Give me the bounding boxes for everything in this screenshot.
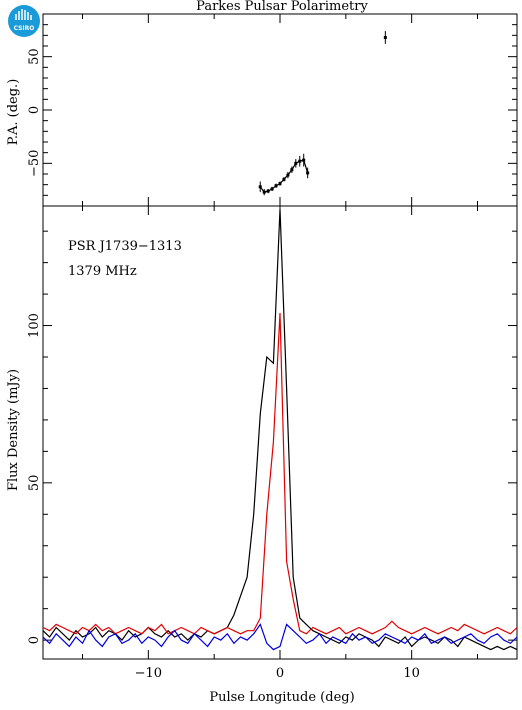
pa-point [383, 35, 387, 39]
csiro-logo-text: CSIRO [14, 25, 35, 32]
csiro-logo: CSIRO [8, 5, 40, 37]
chart-title: Parkes Pulsar Polarimetry [196, 0, 368, 14]
pulsar-name: PSR J1739−1313 [68, 239, 182, 254]
observing-frequency: 1379 MHz [68, 264, 137, 279]
pa-y-tick-label: 0 [27, 106, 42, 114]
series-linear-polarization [42, 312, 518, 635]
flux-series-lines [42, 209, 518, 651]
flux-ylabel: Flux Density (mJy) [6, 369, 21, 491]
x-tick-label: −10 [135, 666, 162, 681]
pa-y-tick-label: −50 [27, 150, 42, 177]
flux-y-tick-label: 50 [27, 475, 42, 492]
pa-ylabel: P.A. (deg.) [6, 79, 21, 146]
series-total-intensity [42, 209, 518, 651]
x-tick-label: 0 [276, 666, 284, 681]
x-tick-label: 10 [403, 666, 420, 681]
pa-axis-ticks: −50 0 50 [27, 14, 517, 206]
flux-y-tick-label: 100 [27, 313, 42, 338]
flux-y-tick-label: 0 [27, 636, 42, 644]
pa-y-tick-label: 50 [27, 48, 42, 65]
series-circular-polarization [42, 623, 518, 651]
pa-panel-frame [42, 13, 518, 207]
flux-xlabel: Pulse Longitude (deg) [209, 690, 354, 705]
pa-data-points [258, 31, 387, 196]
pa-swing-line [259, 159, 309, 193]
